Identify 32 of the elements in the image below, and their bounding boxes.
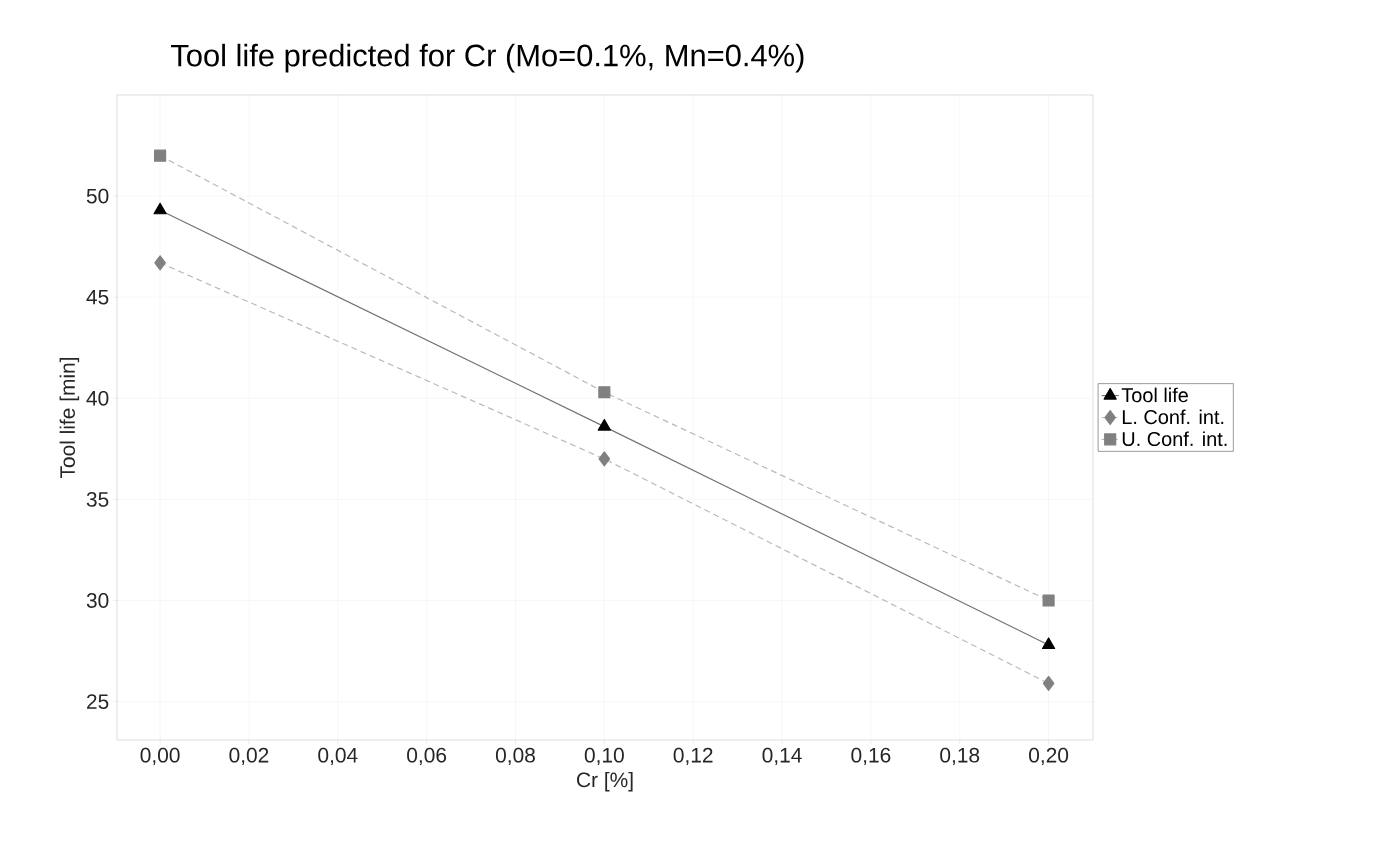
y-axis-title: Tool life [min] — [59, 357, 80, 479]
x-tick-label: 0,00 — [140, 747, 180, 766]
legend-label: Tool life — [1121, 387, 1188, 403]
x-tick-label: 0,02 — [229, 747, 269, 766]
point — [1042, 594, 1055, 607]
x-tick-label: 0,08 — [495, 747, 535, 766]
y-tick-label: 45 — [86, 289, 109, 305]
legend-label: L. Conf. int. — [1122, 409, 1224, 425]
point — [598, 451, 611, 467]
point — [154, 255, 166, 271]
x-tick-label: 0,04 — [318, 747, 358, 766]
x-tick-label: 0,16 — [851, 747, 891, 766]
point — [153, 202, 167, 215]
y-tick-label: 40 — [86, 390, 109, 406]
point — [1042, 675, 1055, 691]
x-tick-label: 0,20 — [1029, 747, 1069, 766]
chart-title: Tool life predicted for Cr (Mo=0.1%, Mn=0.4%) — [171, 43, 804, 73]
y-tick-label: 50 — [86, 188, 109, 204]
y-tick-label: 35 — [86, 491, 109, 507]
y-tick-label: 25 — [87, 694, 109, 709]
x-tick-label: 0,06 — [407, 747, 447, 766]
point — [598, 386, 611, 399]
point — [597, 419, 611, 431]
x-tick-label: 0,12 — [673, 747, 713, 766]
x-tick-label: 0,10 — [584, 747, 624, 766]
point — [1041, 637, 1056, 650]
x-tick-label: 0,18 — [940, 747, 980, 766]
y-tick-label: 30 — [86, 593, 109, 608]
point — [154, 149, 167, 162]
x-tick-label: 0,14 — [762, 747, 802, 766]
x-axis-title: Cr [%] — [577, 771, 633, 792]
legend-label: U. Conf. int. — [1122, 431, 1227, 447]
